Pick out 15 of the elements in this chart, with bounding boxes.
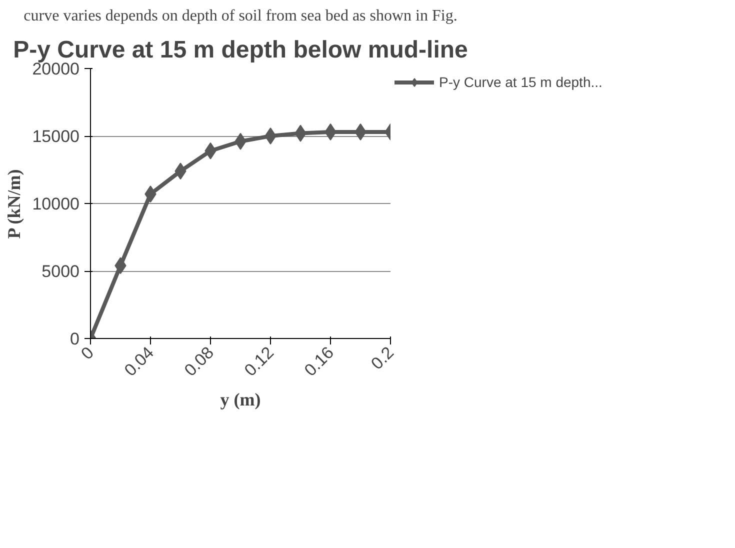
text: curve varies depends on depth of soil from sea bed as shown in Fig. xyxy=(24,8,458,24)
x-tick-label: 0.2 xyxy=(367,343,398,374)
x-tick-label: 0.04 xyxy=(120,343,158,380)
x-tick-label: 0.08 xyxy=(180,343,218,380)
y-tick-label: 10000 xyxy=(32,194,80,214)
point xyxy=(264,128,276,144)
y-tick-label: 0 xyxy=(70,330,80,348)
x-tick-label: 0 xyxy=(77,343,98,364)
y-tick-label: 5000 xyxy=(42,262,80,281)
y-tick-label: 15000 xyxy=(32,127,80,146)
x-axis-title: y (m) xyxy=(220,389,261,410)
x-tick-label: 0.12 xyxy=(240,343,278,380)
y-axis-title: P (kN/m) xyxy=(4,169,24,239)
x-tick-label: 0.16 xyxy=(300,343,338,380)
legend-label: P-y Curve at 15 m depth... xyxy=(439,74,602,90)
